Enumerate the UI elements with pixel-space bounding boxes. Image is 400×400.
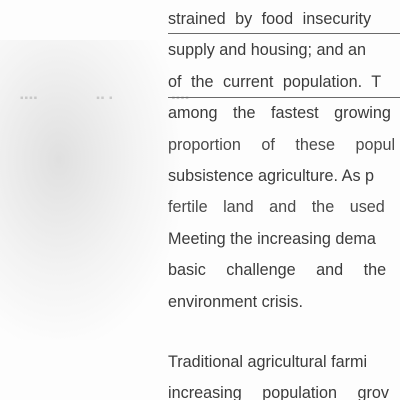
text-line-content: Traditional agricultural farmi [168, 352, 368, 371]
text-line: environment crisis. [168, 290, 400, 321]
text-line-content: strained by food insecurity [168, 10, 372, 28]
text-line: Meeting the increasing dema [168, 227, 400, 258]
text-line: increasing population grov [168, 381, 400, 400]
underline-mark [168, 97, 400, 99]
text-line-content: subsistence agriculture. As p [168, 166, 375, 185]
text-line: proportion of these popul [168, 133, 400, 164]
scan-shadow [0, 40, 180, 340]
text-line-content: environment crisis. [168, 292, 303, 311]
text-line: Traditional agricultural farmi [168, 350, 400, 381]
text-line: among the fastest growing [168, 101, 400, 132]
text-line: supply and housing; and an [168, 38, 400, 69]
body-text: strained by food insecurity supply and h… [168, 7, 400, 400]
underline-mark [168, 33, 400, 35]
text-line-content: basic challenge and the [168, 261, 387, 280]
text-line-content: of the current population. T [168, 72, 382, 91]
text-line-content: among the fastest growing [168, 104, 391, 123]
text-line-content: increasing population grov [168, 384, 389, 400]
text-line-content: fertile land and the used [168, 198, 385, 217]
paragraph-gap [168, 321, 400, 350]
text-line: fertile land and the used [168, 195, 400, 226]
text-line: strained by food insecurity [168, 7, 400, 38]
text-line: basic challenge and the [168, 258, 400, 289]
text-line-content: proportion of these popul [168, 135, 396, 154]
text-line: subsistence agriculture. As p [168, 164, 400, 195]
text-line-content: supply and housing; and an [168, 41, 367, 60]
text-line-content: Meeting the increasing dema [168, 229, 376, 248]
text-line: of the current population. T [168, 70, 400, 101]
